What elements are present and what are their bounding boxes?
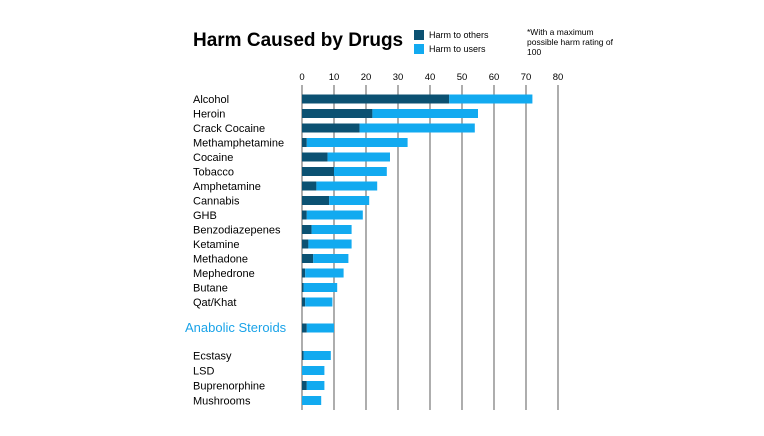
x-tick-label-0: 0	[299, 72, 304, 83]
legend-item-harm-to-users: Harm to users	[414, 42, 489, 55]
bar-harm-to-users-mephedrone	[305, 268, 344, 278]
category-label-anabolic-steroids: Anabolic Steroids	[185, 320, 287, 335]
bar-harm-to-users-ghb	[306, 210, 363, 220]
category-label-methadone: Methadone	[193, 254, 248, 266]
bar-harm-to-others-methadone	[302, 254, 314, 263]
category-label-ecstasy: Ecstasy	[193, 351, 232, 363]
category-label-cannabis: Cannabis	[193, 196, 240, 208]
bar-harm-to-others-ghb	[302, 210, 307, 220]
bar-harm-to-others-methamphetamine	[302, 138, 307, 147]
bar-harm-to-others-amphetamine	[302, 181, 317, 191]
bar-harm-to-others-buprenorphine	[302, 381, 307, 390]
x-tick-label-60: 60	[489, 72, 500, 83]
category-label-tobacco: Tobacco	[193, 167, 234, 179]
bar-harm-to-others-ketamine	[302, 239, 309, 249]
category-label-alcohol: Alcohol	[193, 94, 229, 106]
bar-harm-to-users-amphetamine	[316, 181, 378, 191]
category-label-mephedrone: Mephedrone	[193, 268, 255, 280]
bar-harm-to-others-alcohol	[302, 94, 450, 104]
bar-harm-to-users-lsd	[302, 366, 325, 375]
x-tick-label-80: 80	[553, 72, 564, 83]
category-label-buprenorphine: Buprenorphine	[193, 381, 265, 393]
bar-harm-to-others-qat-khat	[302, 297, 306, 307]
chart-title: Harm Caused by Drugs	[193, 30, 404, 51]
chart-legend: Harm to others Harm to users	[414, 28, 489, 56]
legend-swatch-harm-to-users	[414, 43, 424, 54]
category-label-ketamine: Ketamine	[193, 239, 239, 251]
category-label-lsd: LSD	[193, 366, 214, 378]
x-tick-label-10: 10	[329, 72, 340, 83]
bar-harm-to-users-mushrooms	[302, 396, 322, 405]
bar-harm-to-others-tobacco	[302, 167, 334, 176]
category-label-butane: Butane	[193, 283, 228, 295]
bar-harm-to-users-qat-khat	[305, 297, 333, 307]
legend-label-harm-to-others: Harm to others	[429, 29, 489, 40]
x-tick-label-70: 70	[521, 72, 532, 83]
bar-harm-to-users-buprenorphine	[306, 381, 325, 390]
category-label-mushrooms: Mushrooms	[193, 396, 251, 408]
bar-harm-to-others-crack-cocaine	[302, 123, 360, 133]
category-label-methamphetamine: Methamphetamine	[193, 138, 284, 150]
category-label-ghb: GHB	[193, 210, 217, 222]
x-tick-label-30: 30	[393, 72, 404, 83]
x-tick-label-20: 20	[361, 72, 372, 83]
bar-harm-to-users-butane	[303, 283, 338, 292]
bar-harm-to-users-ecstasy	[303, 351, 331, 360]
legend-item-harm-to-others: Harm to others	[414, 28, 489, 41]
bar-harm-to-others-anabolic-steroids	[302, 323, 307, 333]
bar-harm-to-users-heroin	[372, 109, 478, 118]
bar-harm-to-users-methadone	[313, 254, 349, 263]
bar-harm-to-users-cocaine	[327, 152, 390, 162]
category-label-qat-khat: Qat/Khat	[193, 297, 236, 309]
category-label-amphetamine: Amphetamine	[193, 181, 261, 193]
bar-harm-to-users-methamphetamine	[306, 138, 408, 147]
chart-footnote: *With a maximum possible harm rating of …	[527, 27, 613, 57]
bar-harm-to-users-alcohol	[449, 94, 533, 104]
x-tick-label-40: 40	[425, 72, 436, 83]
bar-harm-to-users-cannabis	[329, 196, 370, 205]
bar-harm-to-users-crack-cocaine	[359, 123, 475, 133]
bar-harm-to-others-ecstasy	[302, 351, 304, 360]
bar-harm-to-others-butane	[302, 283, 304, 292]
bar-harm-to-others-cannabis	[302, 196, 330, 205]
bar-harm-to-users-anabolic-steroids	[306, 323, 334, 333]
bar-harm-to-others-mephedrone	[302, 268, 306, 278]
bar-harm-to-others-cocaine	[302, 152, 328, 162]
category-label-heroin: Heroin	[193, 109, 225, 121]
x-tick-label-50: 50	[457, 72, 468, 83]
bar-harm-to-users-ketamine	[308, 239, 352, 249]
bar-harm-to-users-benzodiazepenes	[311, 225, 352, 234]
bar-harm-to-users-tobacco	[334, 167, 387, 176]
bar-harm-to-others-heroin	[302, 109, 373, 118]
category-label-benzodiazepenes: Benzodiazepenes	[193, 225, 281, 237]
legend-swatch-harm-to-others	[414, 29, 424, 40]
category-label-cocaine: Cocaine	[193, 152, 233, 164]
legend-label-harm-to-users: Harm to users	[429, 43, 486, 54]
category-label-crack-cocaine: Crack Cocaine	[193, 123, 265, 135]
bar-harm-to-others-benzodiazepenes	[302, 225, 312, 234]
